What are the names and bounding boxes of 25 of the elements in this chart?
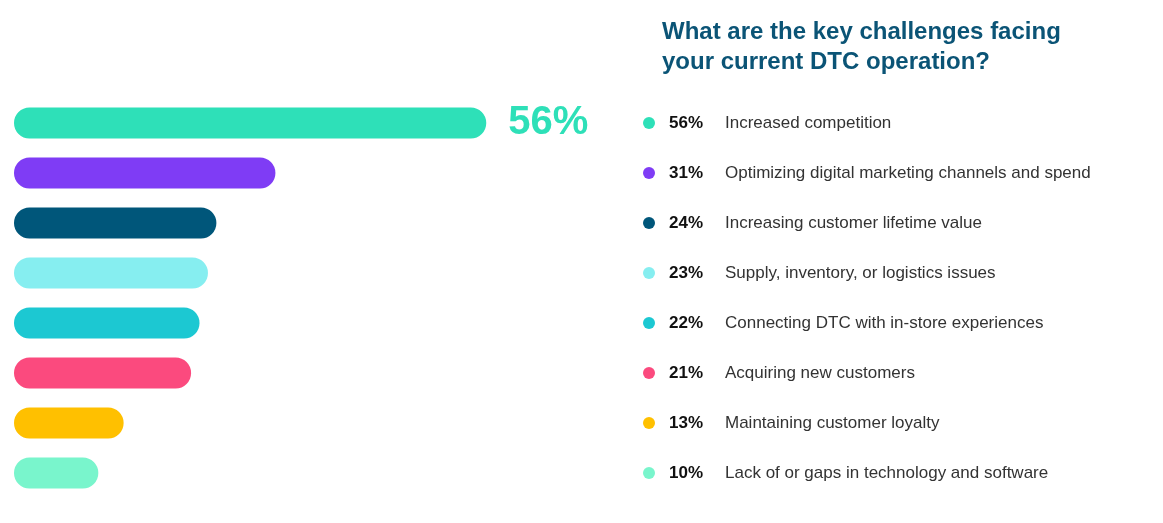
data-label: 22%	[669, 313, 705, 333]
data-label: 56%	[669, 113, 705, 133]
bar	[14, 107, 487, 139]
y-tick-label: Increased competition	[725, 113, 892, 133]
text: 56%	[508, 98, 589, 143]
y-tick-label: Lack of or gaps in technology and software	[725, 463, 1049, 483]
bar	[14, 407, 124, 439]
y-tick-label: Acquiring new customers	[725, 363, 915, 383]
bar	[14, 207, 217, 239]
y-tick-label: Maintaining customer loyalty	[725, 413, 940, 433]
y-tick-label: Supply, inventory, or logistics issues	[725, 263, 996, 283]
data-label: 21%	[669, 363, 705, 383]
data-label: 13%	[669, 413, 705, 433]
y-tick-label: Connecting DTC with in-store experiences	[725, 313, 1044, 333]
y-tick-label: Optimizing digital marketing channels and spend	[725, 163, 1091, 183]
data-label: 24%	[669, 213, 705, 233]
bar	[14, 257, 208, 289]
data-label: 23%	[669, 263, 705, 283]
bar	[14, 307, 200, 339]
y-tick-label: Increasing customer lifetime value	[725, 213, 983, 233]
text: What are the key challenges facing your current DTC operation?	[662, 16, 1062, 76]
bar	[14, 157, 276, 189]
bar	[14, 357, 192, 389]
data-label: 10%	[669, 463, 705, 483]
data-label: 31%	[669, 163, 705, 183]
